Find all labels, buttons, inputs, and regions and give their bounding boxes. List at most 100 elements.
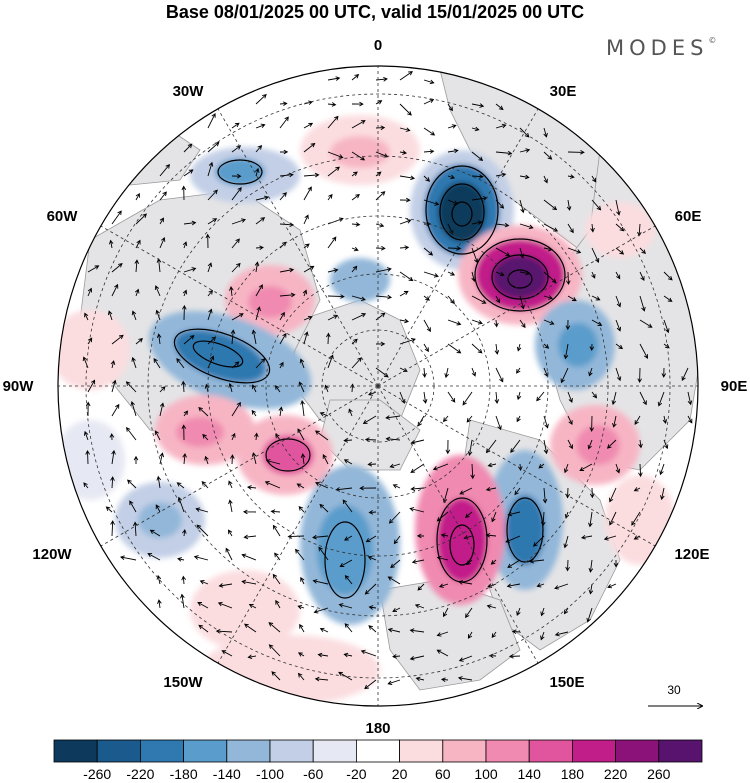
wind-arrow <box>228 529 233 537</box>
wind-arrow <box>447 343 462 354</box>
wind-arrow <box>344 574 353 585</box>
wind-arrow <box>254 432 259 441</box>
wind-arrow <box>183 143 193 153</box>
wind-arrow <box>225 547 233 561</box>
wind-arrow <box>466 559 473 566</box>
wind-arrow <box>508 654 521 659</box>
wind-arrow <box>156 475 162 489</box>
colorbar-tick-label: -100 <box>256 766 284 782</box>
meridian-line <box>377 108 539 387</box>
wind-arrow <box>385 415 401 420</box>
wind-arrow <box>417 415 425 427</box>
wind-arrow <box>459 487 473 495</box>
wind-arrow <box>631 511 641 526</box>
wind-arrow <box>183 267 197 273</box>
colorbar-tick-label: 140 <box>518 766 542 782</box>
wind-arrow <box>375 341 386 347</box>
wind-arrow <box>278 406 284 417</box>
wind-arrow <box>108 239 114 249</box>
anomaly-pos-russia-core <box>492 255 548 299</box>
wind-arrow <box>125 381 137 393</box>
wind-arrow <box>255 245 264 250</box>
wind-arrow <box>159 402 165 417</box>
wind-arrow <box>447 319 462 326</box>
colorbar-swatch <box>528 739 573 763</box>
wind-arrow <box>324 384 329 393</box>
contour-bering <box>324 521 366 599</box>
wind-arrow <box>399 290 409 297</box>
contour-kamchatka-2 <box>449 524 475 566</box>
wind-arrow <box>511 629 521 634</box>
wind-arrow <box>343 652 353 658</box>
wind-arrow <box>392 654 401 659</box>
wind-arrow <box>147 553 161 561</box>
wind-arrow <box>423 247 434 256</box>
wind-arrow <box>409 655 425 661</box>
wind-arrow <box>510 439 521 453</box>
wind-arrow <box>494 391 500 404</box>
wind-arrow <box>231 238 240 249</box>
anomaly-neg-east-asia-core <box>505 495 545 565</box>
wind-arrow <box>423 271 439 278</box>
wind-arrow <box>639 295 646 312</box>
latitude-circle-40 <box>85 93 671 679</box>
wind-arrow <box>181 380 186 393</box>
wind-arrow <box>436 555 449 561</box>
wind-arrow <box>279 116 289 129</box>
wind-arrow <box>268 622 281 633</box>
wind-arrow <box>533 535 545 547</box>
wind-arrow <box>447 124 457 129</box>
meridian-line <box>100 225 379 387</box>
wind-arrow <box>415 676 425 682</box>
wind-arrow <box>543 295 553 300</box>
wind-arrow <box>423 319 431 333</box>
colorbar-tick-label: 260 <box>647 766 671 782</box>
wind-arrow <box>217 601 233 609</box>
meridian-line <box>217 385 379 664</box>
wind-arrow <box>295 548 305 561</box>
wind-arrow <box>447 391 456 403</box>
wind-arrow <box>457 676 473 681</box>
meridian-line <box>377 385 539 664</box>
wind-arrow <box>466 415 473 423</box>
wind-arrow <box>218 583 233 588</box>
wind-arrow <box>272 573 281 585</box>
wind-arrow <box>638 439 643 449</box>
wind-arrow <box>399 71 413 81</box>
wind-arrow <box>436 511 449 522</box>
contour-canada-2 <box>192 340 244 368</box>
wind-arrow <box>231 173 242 179</box>
wind-arrow <box>416 533 425 539</box>
wind-arrow <box>231 262 241 273</box>
wind-arrow <box>110 360 116 369</box>
wind-arrow <box>255 284 263 297</box>
wind-arrow <box>423 127 436 136</box>
wind-arrow <box>447 174 456 180</box>
wind-arrow <box>327 314 339 321</box>
wind-vector-field <box>82 71 693 690</box>
wind-arrow <box>588 583 594 595</box>
wind-arrow <box>159 452 165 465</box>
wind-arrow <box>182 452 187 465</box>
wind-arrow <box>410 439 425 445</box>
wind-arrow <box>109 433 115 441</box>
wind-arrow <box>442 487 449 504</box>
wind-arrow <box>399 367 408 373</box>
wind-arrow <box>657 391 665 407</box>
anomaly-pos-nw-canada-core <box>262 435 314 475</box>
reference-vector: 30 <box>648 683 702 706</box>
wind-arrow <box>279 172 294 178</box>
wind-arrow <box>351 295 366 302</box>
wind-arrow <box>274 552 281 561</box>
wind-arrow <box>312 534 329 540</box>
wind-arrow <box>111 283 119 297</box>
wind-arrow <box>606 439 617 449</box>
colorbar-tick-label: -260 <box>83 766 111 782</box>
wind-arrow <box>279 149 289 155</box>
wind-arrow <box>423 149 435 154</box>
wind-arrow <box>591 175 597 183</box>
wind-arrow <box>251 452 257 465</box>
wind-arrow <box>343 535 353 541</box>
colorbar-swatch <box>442 739 487 763</box>
wind-arrow <box>564 607 569 615</box>
